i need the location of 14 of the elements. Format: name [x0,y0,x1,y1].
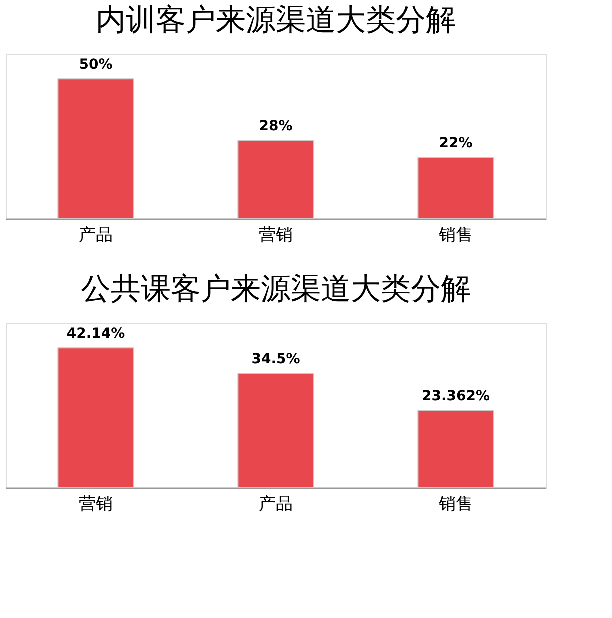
data-label: 22% [439,135,473,152]
data-label: 23.362% [422,388,490,404]
x-tick-label: 营销 [259,226,293,246]
data-label: 42.14% [66,326,126,342]
data-label: 34.5% [252,352,300,368]
data-label: 28% [259,118,293,135]
x-tick-label: 销售 [438,494,473,514]
x-tick-label: 营销 [79,494,113,514]
x-tick-label: 销售 [438,226,473,246]
x-tick-label: 产品 [79,226,113,246]
chart-title: 公共课客户来源渠道大类分解 [81,272,471,307]
chart-title: 内训客户来源渠道大类分解 [96,3,456,38]
data-label: 50% [79,57,113,74]
x-tick-label: 产品 [259,494,293,514]
